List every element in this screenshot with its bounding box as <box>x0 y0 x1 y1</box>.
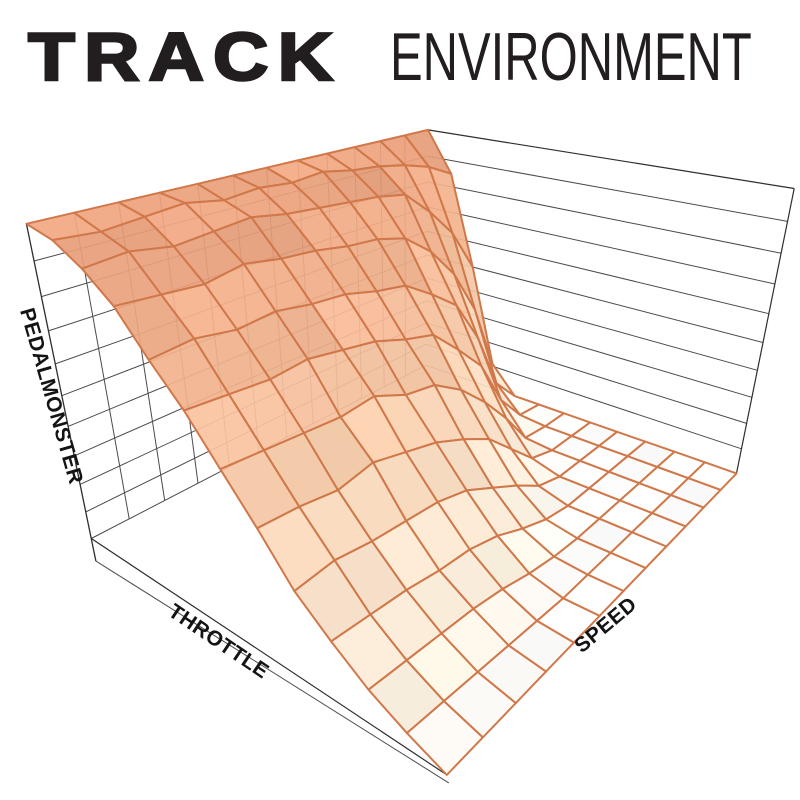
wall-gridline-horizontal <box>426 230 770 315</box>
right-wall-pane <box>425 129 795 474</box>
wall-gridline-horizontal <box>427 155 788 222</box>
wall-gridline-horizontal <box>427 181 782 254</box>
title-emphasis: TRACK <box>27 19 343 96</box>
wall-gridline-horizontal <box>426 254 764 343</box>
throttle-axis-line <box>95 560 450 784</box>
title-rest: ENVIRONMENT <box>390 19 752 95</box>
vertical-spine <box>25 223 97 562</box>
surface-mesh <box>25 128 738 776</box>
right-spine <box>735 188 795 474</box>
wall-gridline-horizontal <box>426 277 758 371</box>
floor-left-edge <box>90 538 448 776</box>
wall-gridline-horizontal <box>427 206 776 285</box>
surface-cell <box>405 700 484 776</box>
page-title: TRACK ENVIRONMENT <box>27 19 752 96</box>
axis-label-throttle: THROTTLE <box>164 600 273 684</box>
right-wall-grid <box>425 129 795 474</box>
back-top-rim <box>427 129 795 190</box>
